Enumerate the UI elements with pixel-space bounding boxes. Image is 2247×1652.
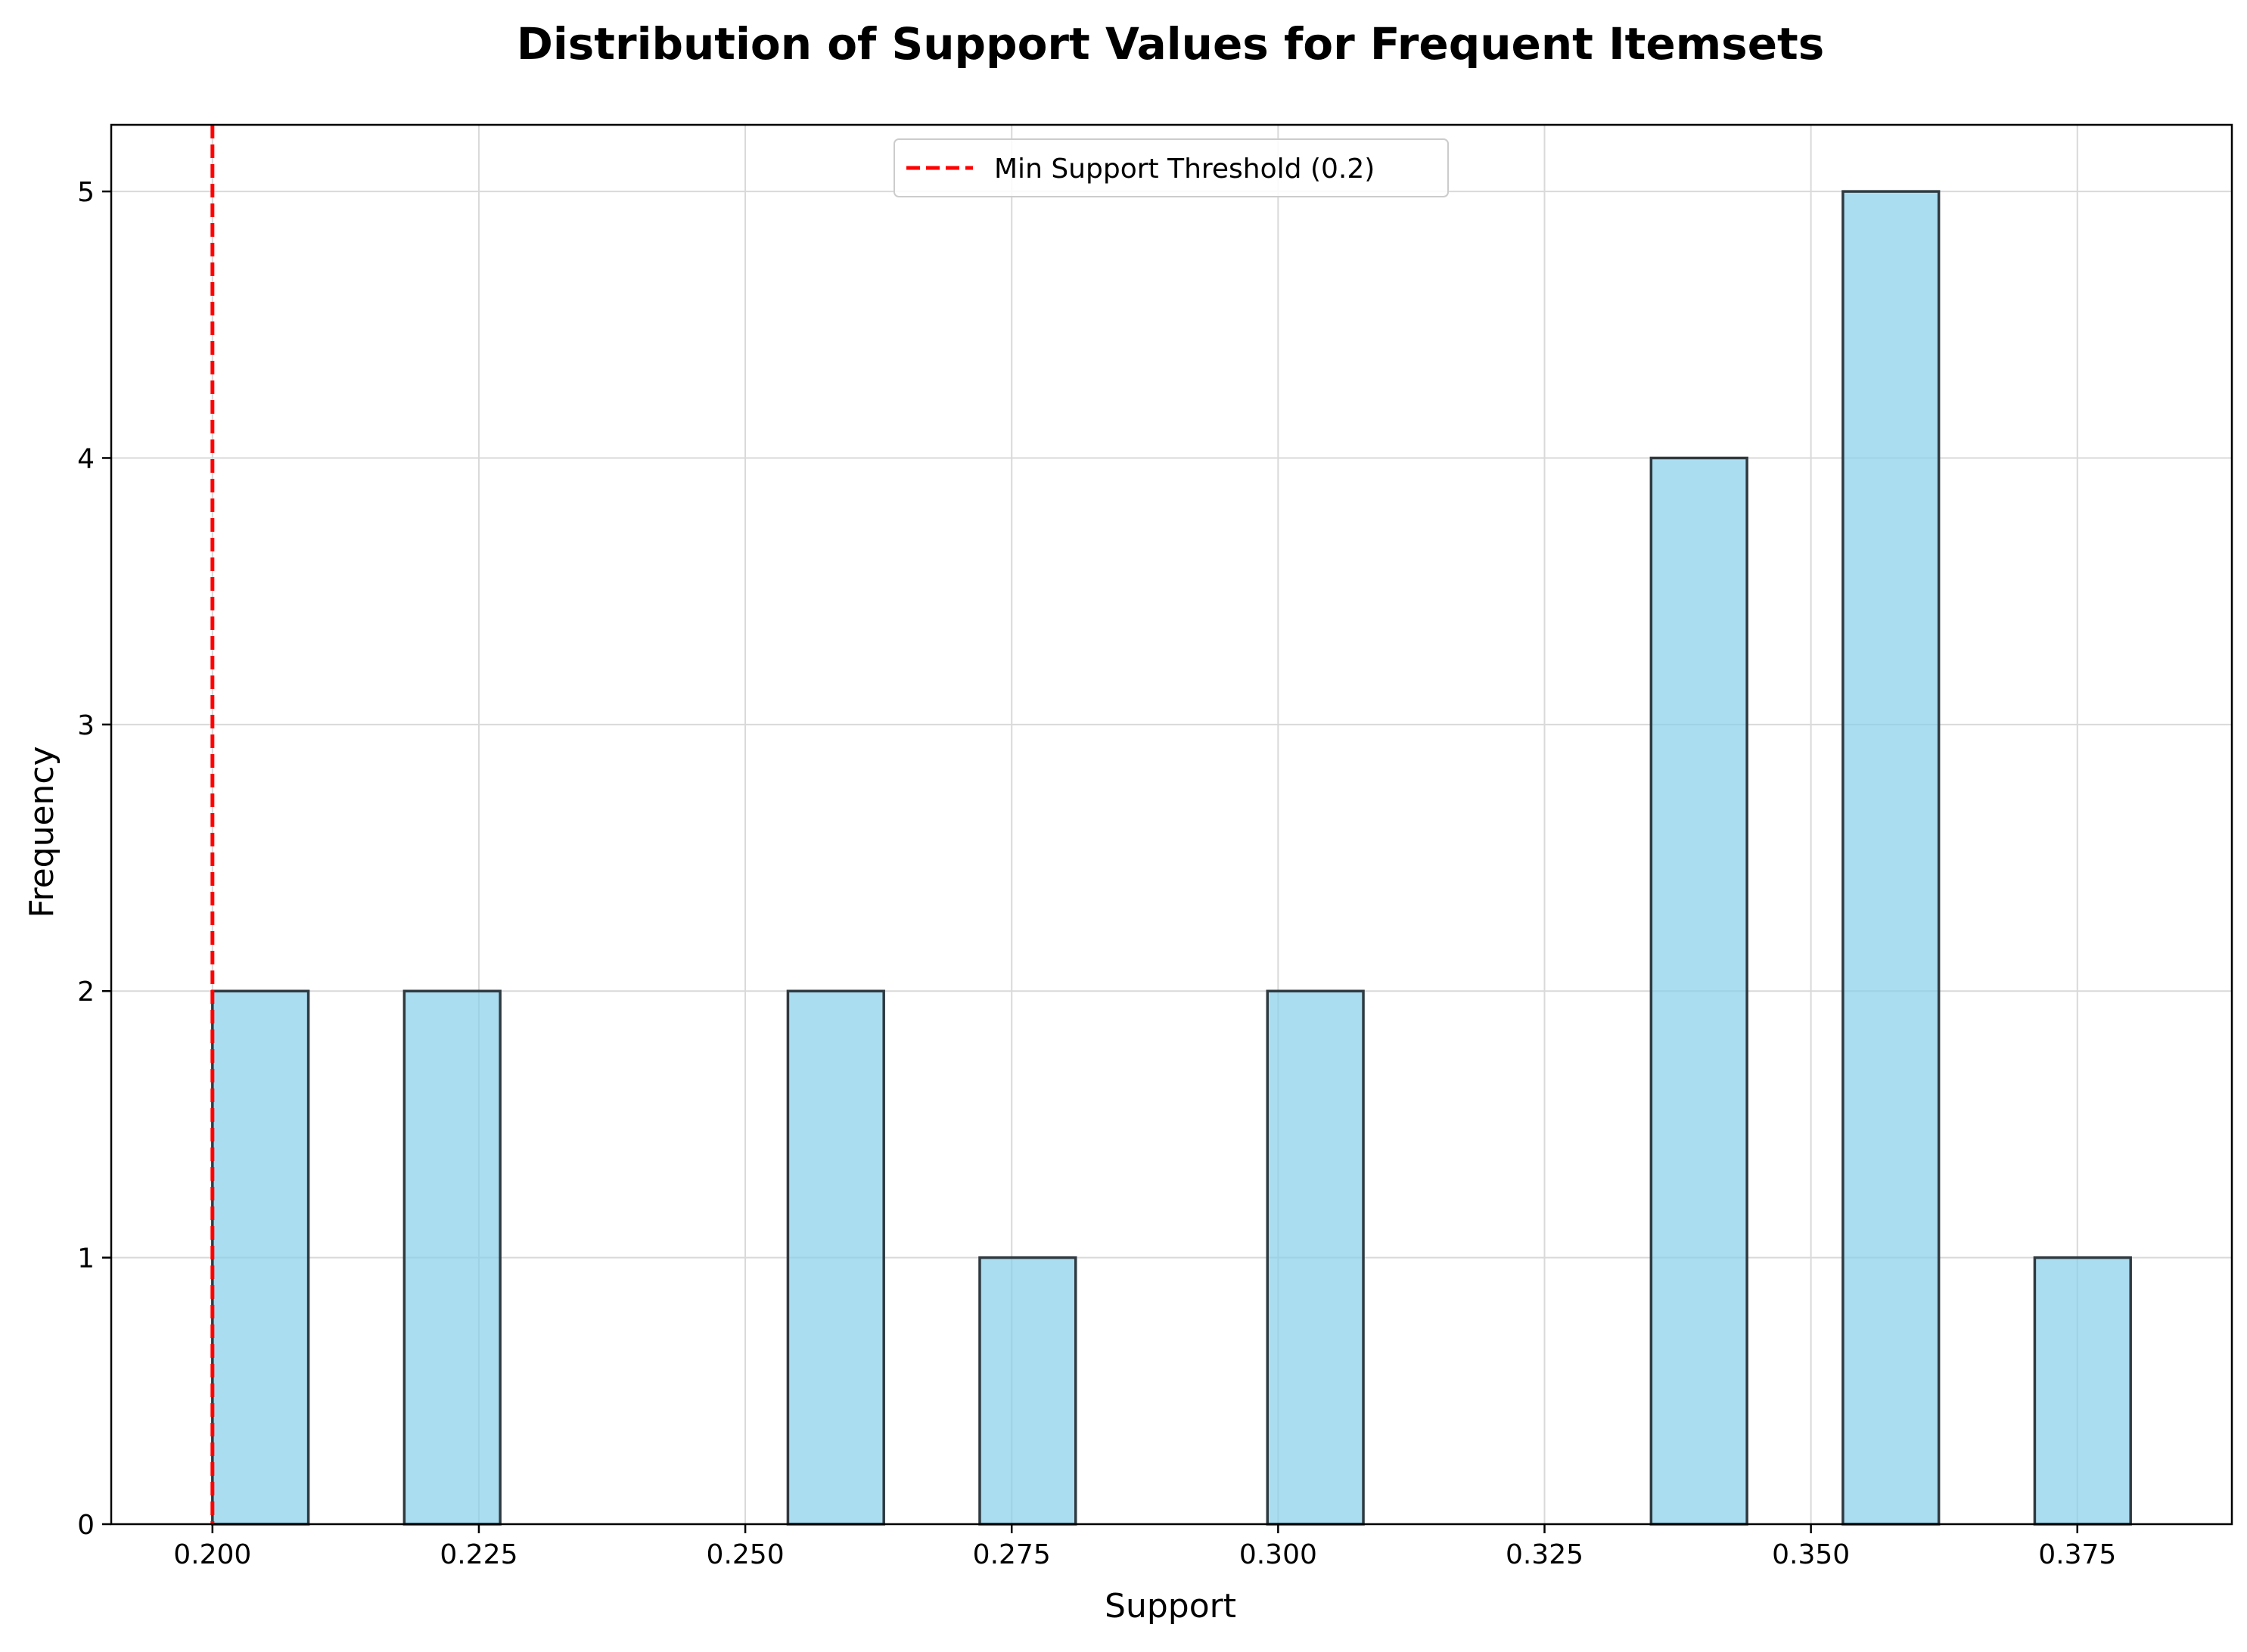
y-tick-label-4: 4 [77,443,95,474]
y-tick-label-3: 3 [77,710,95,741]
plot-frame [110,123,2233,1526]
histogram-bar-7 [2033,1256,2132,1526]
y-tick-label-5: 5 [77,177,95,208]
x-tick-label-1: 0.225 [440,1539,517,1570]
y-tick-label-1: 1 [77,1244,95,1275]
y-tick-label-2: 2 [77,977,95,1008]
y-tick-label-0: 0 [77,1510,95,1541]
x-tick-label-4: 0.300 [1239,1539,1317,1570]
histogram-bar-3 [978,1256,1077,1526]
x-tick-label-5: 0.325 [1506,1539,1583,1570]
y-axis-label: Frequency [23,746,61,918]
histogram-bar-4 [1266,989,1365,1526]
legend: Min Support Threshold (0.2) [894,138,1449,197]
x-tick-label-3: 0.275 [973,1539,1051,1570]
x-tick-label-6: 0.350 [1772,1539,1850,1570]
histogram-bar-6 [1841,190,1941,1526]
y-axis-ticks: 0 1 2 3 4 5 [77,177,111,1541]
legend-box [894,138,1449,197]
x-tick-label-2: 0.250 [707,1539,785,1570]
histogram-bar-2 [786,989,885,1526]
histogram-bar-5 [1649,456,1748,1526]
x-axis-label: Support [1105,1587,1236,1626]
legend-label-threshold: Min Support Threshold (0.2) [994,154,1375,185]
histogram-bars [211,190,2132,1526]
x-axis-ticks: 0.200 0.225 0.250 0.275 0.300 0.325 0.350 0.375 [173,1524,2116,1570]
x-tick-label-7: 0.375 [2038,1539,2116,1570]
x-tick-label-0: 0.200 [173,1539,251,1570]
histogram-bar-1 [402,989,502,1526]
histogram-bar-0 [211,989,310,1526]
chart-title: Distribution of Support Values for Frequ… [517,18,1825,70]
